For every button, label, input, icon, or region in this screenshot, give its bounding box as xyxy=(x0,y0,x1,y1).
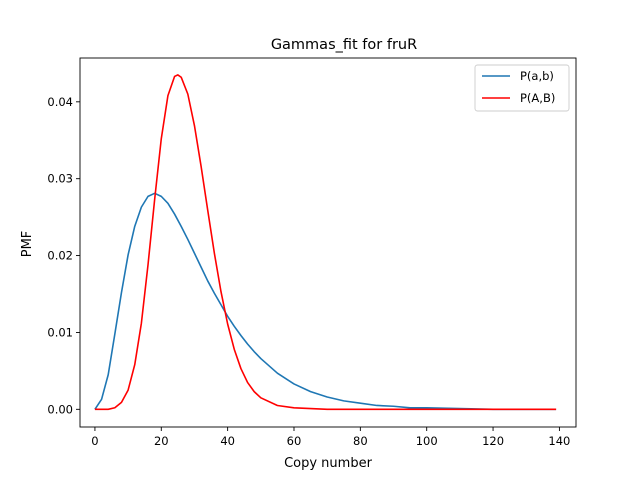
y-axis-ticks: 0.00 0.01 0.02 0.03 0.04 xyxy=(47,95,80,416)
x-tick-label: 80 xyxy=(353,434,368,448)
legend-label-1: P(a,b) xyxy=(520,69,554,83)
x-tick-label: 120 xyxy=(482,434,504,448)
y-tick-label: 0.02 xyxy=(47,249,73,263)
y-tick-label: 0.03 xyxy=(47,172,73,186)
series-line-1 xyxy=(94,192,557,411)
plot-area xyxy=(79,57,577,428)
y-axis-label: PMF xyxy=(20,231,35,258)
x-tick-label: 20 xyxy=(154,434,169,448)
x-axis-label: Copy number xyxy=(284,456,373,471)
legend: P(a,b) P(A,B) xyxy=(474,64,570,112)
x-tick-label: 40 xyxy=(220,434,235,448)
y-tick-label: 0.00 xyxy=(47,402,73,416)
x-tick-label: 0 xyxy=(91,434,98,448)
x-tick-label: 140 xyxy=(548,434,570,448)
legend-label-2: P(A,B) xyxy=(520,91,555,105)
series-line-2 xyxy=(94,74,557,411)
x-axis-ticks: 0 20 40 60 80 100 120 140 xyxy=(91,427,570,448)
x-tick-label: 60 xyxy=(287,434,302,448)
y-tick-label: 0.01 xyxy=(47,325,73,339)
chart-title: Gammas_fit for fruR xyxy=(271,37,417,53)
x-tick-label: 100 xyxy=(416,434,438,448)
plot-frame xyxy=(79,57,577,428)
y-tick-label: 0.04 xyxy=(47,95,73,109)
